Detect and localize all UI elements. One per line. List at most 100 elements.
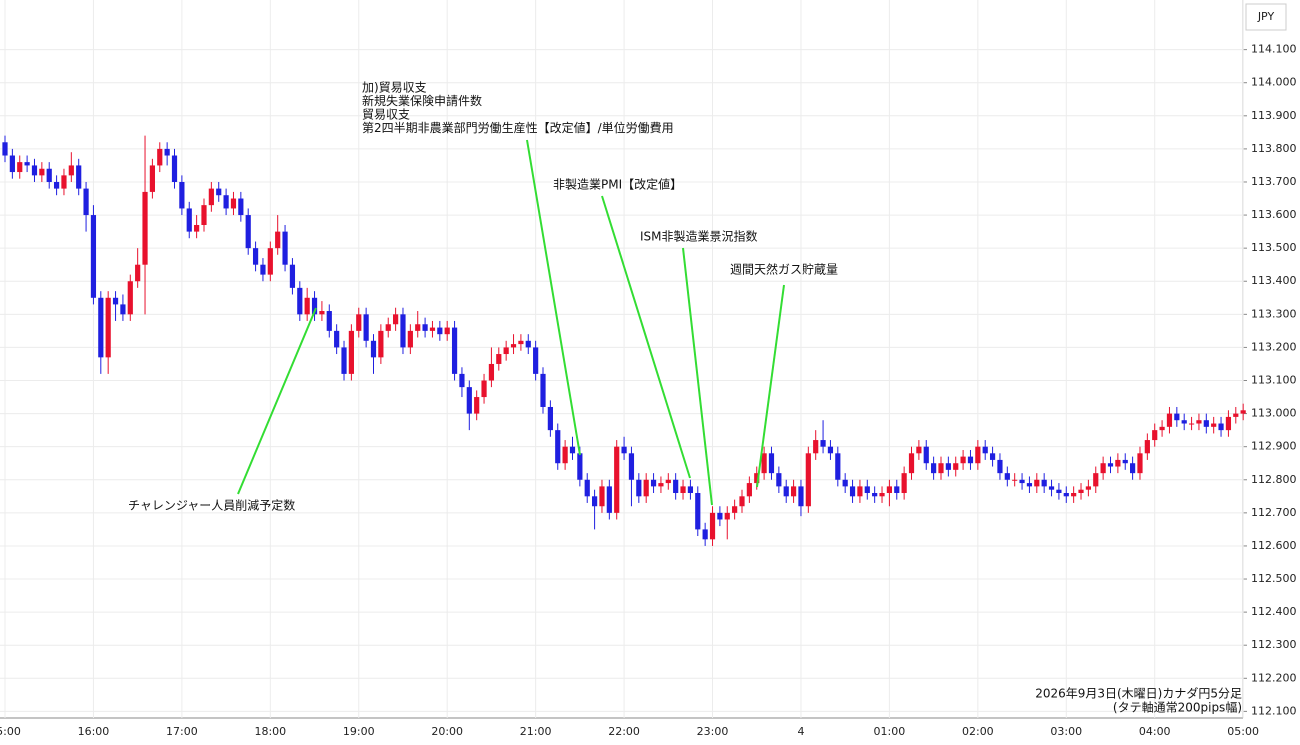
- axis-label: JPY: [1257, 10, 1275, 23]
- candle-body: [1159, 426, 1165, 431]
- candle-body: [120, 304, 126, 315]
- candle-body: [938, 463, 944, 474]
- x-tick-label: 01:00: [874, 725, 906, 738]
- candle-body: [1240, 410, 1246, 414]
- candle-body: [1026, 483, 1033, 487]
- candle-body: [53, 181, 60, 189]
- candle-body: [849, 486, 856, 497]
- annotation-text: ISM非製造業景況指数: [640, 229, 758, 244]
- x-tick-label: 20:00: [431, 725, 463, 738]
- candle-body: [621, 446, 627, 454]
- candle-body: [908, 453, 915, 474]
- candle-body: [547, 406, 553, 431]
- candle-body: [363, 314, 369, 341]
- candle-body: [1085, 486, 1091, 490]
- y-tick-label: 112.700: [1251, 506, 1297, 519]
- candle-body: [577, 453, 583, 480]
- candle-body: [230, 198, 237, 209]
- candle-body: [1093, 473, 1099, 487]
- candle-body: [68, 165, 74, 176]
- candle-body: [643, 479, 649, 497]
- y-tick-label: 112.400: [1251, 605, 1297, 618]
- y-tick-label: 113.300: [1251, 307, 1297, 320]
- candle-body: [533, 347, 539, 374]
- candle-body: [650, 479, 657, 487]
- candle-body: [238, 198, 244, 216]
- candle-body: [695, 493, 701, 530]
- candle-body: [945, 463, 951, 470]
- annotation-text: 週間天然ガス貯蔵量: [730, 262, 838, 277]
- y-tick-label: 113.100: [1251, 374, 1297, 387]
- candle-body: [1122, 459, 1128, 464]
- candle-body: [297, 287, 303, 315]
- candle-body: [680, 486, 686, 494]
- candle-body: [1166, 413, 1173, 427]
- candle-body: [437, 327, 443, 335]
- candle-body: [820, 440, 826, 447]
- annotation-text: 貿易収支: [362, 108, 410, 122]
- candle-body: [24, 162, 30, 166]
- note: (タテ軸通常200pips幅): [1113, 700, 1242, 715]
- candle-body: [39, 168, 45, 176]
- x-tick-label: 04:00: [1139, 725, 1171, 738]
- candle-body: [400, 314, 406, 348]
- candle-body: [282, 231, 288, 265]
- candle-body: [813, 440, 819, 454]
- annotation-text: 新規失業保険申請件数: [362, 93, 482, 108]
- y-tick-label: 112.600: [1251, 539, 1297, 552]
- candle-body: [1115, 459, 1121, 467]
- candle-body: [798, 486, 804, 507]
- candle-body: [967, 456, 974, 464]
- x-tick-label: 23:00: [697, 725, 729, 738]
- candle-body: [724, 512, 730, 520]
- candle-body: [1196, 420, 1202, 424]
- candle-body: [687, 486, 694, 494]
- candle-body: [1152, 430, 1158, 441]
- candle-body: [341, 347, 347, 374]
- candle-body: [112, 297, 119, 305]
- candle-body: [1137, 453, 1143, 474]
- y-tick-label: 112.200: [1251, 671, 1297, 684]
- candle-body: [488, 363, 495, 381]
- candle-body: [636, 479, 642, 497]
- note: 2026年9月3日(木曜日)カナダ円5分足: [1035, 686, 1242, 701]
- y-tick-label: 112.800: [1251, 473, 1297, 486]
- x-tick-label: 05:00: [1227, 725, 1259, 738]
- candle-body: [989, 453, 996, 460]
- candle-body: [960, 456, 966, 464]
- candle-body: [1100, 463, 1106, 474]
- candle-body: [223, 195, 229, 209]
- candle-body: [783, 486, 789, 497]
- candle-body: [289, 264, 296, 288]
- candle-body: [864, 486, 870, 494]
- candle-body: [842, 479, 848, 487]
- candle-body: [208, 188, 214, 206]
- candle-body: [894, 486, 900, 494]
- candle-body: [76, 165, 82, 189]
- candle-body: [1107, 463, 1114, 467]
- candle-body: [9, 155, 15, 173]
- candle-body: [1071, 493, 1077, 497]
- candle-body: [923, 446, 929, 464]
- candle-body: [562, 446, 568, 464]
- y-tick-label: 112.100: [1251, 704, 1297, 717]
- x-tick-label: 19:00: [343, 725, 375, 738]
- x-tick-label: 21:00: [520, 725, 552, 738]
- candle-body: [835, 453, 841, 480]
- candle-body: [518, 340, 524, 345]
- candle-body: [540, 373, 546, 407]
- candle-body: [496, 354, 502, 364]
- candle-body: [1181, 420, 1187, 424]
- candle-body: [754, 473, 760, 484]
- candle-body: [1225, 416, 1232, 431]
- candle-body: [466, 387, 472, 414]
- candle-body: [916, 446, 922, 454]
- y-tick-label: 113.000: [1251, 407, 1297, 420]
- candle-body: [709, 512, 716, 540]
- candle-body: [356, 314, 362, 331]
- x-tick-label: 03:00: [1050, 725, 1082, 738]
- candle-body: [776, 473, 782, 487]
- candle-body: [525, 340, 531, 348]
- x-tick-label: 22:00: [608, 725, 640, 738]
